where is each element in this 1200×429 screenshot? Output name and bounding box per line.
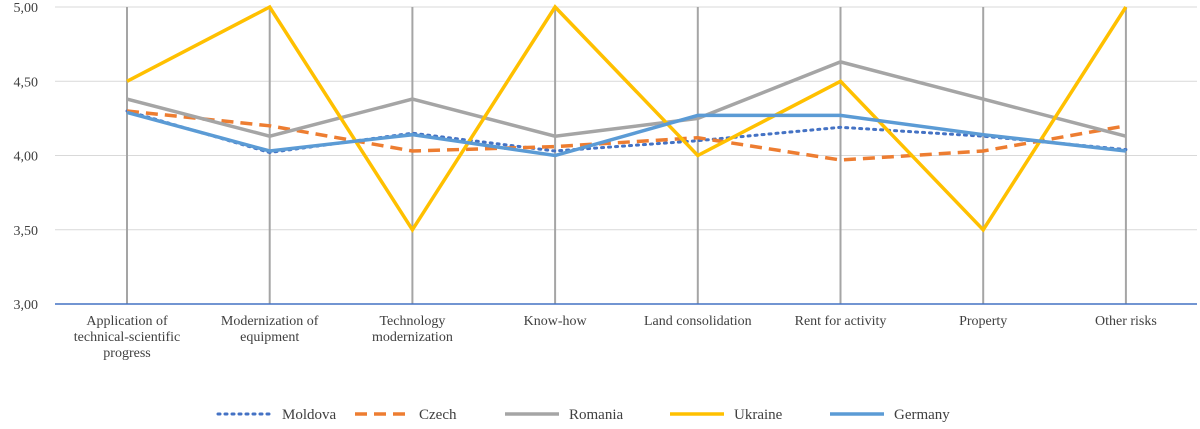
y-tick-label: 5,00	[14, 1, 39, 16]
series-line-ukraine	[126, 4, 1128, 234]
series-line-czech	[126, 109, 1127, 162]
legend: Moldova Czech Romania Ukraine Germany	[216, 407, 950, 423]
y-tick-label: 4,50	[14, 75, 39, 90]
y-tick-label: 3,50	[14, 224, 39, 239]
x-axis-tick-labels: Application of technical-scientific progre…	[74, 314, 1157, 361]
x-tick-label: Technology modernization	[372, 314, 453, 345]
legend-label-germany: Germany	[894, 407, 950, 423]
y-axis-tick-labels: 3,00 3,50 4,00 4,50 5,00	[14, 1, 39, 313]
series-lines	[125, 4, 1128, 234]
x-tick-label: Land consolidation	[644, 314, 752, 329]
legend-label-czech: Czech	[419, 407, 457, 423]
x-tick-label: Other risks	[1095, 314, 1157, 329]
legend-label-moldova: Moldova	[282, 407, 337, 423]
legend-label-romania: Romania	[569, 407, 623, 423]
x-tick-label: Rent for activity	[795, 314, 887, 329]
x-tick-label: Modernization of equipment	[221, 314, 319, 345]
legend-label-ukraine: Ukraine	[734, 407, 783, 423]
x-tick-label: Application of technical-scientific progre…	[74, 314, 181, 361]
series-line-moldova	[125, 109, 1128, 155]
y-tick-label: 4,00	[14, 150, 39, 165]
x-tick-label: Property	[959, 314, 1007, 329]
y-tick-label: 3,00	[14, 298, 39, 313]
series-line-romania	[126, 60, 1127, 139]
gridlines	[55, 6, 1197, 231]
series-line-germany	[126, 110, 1127, 158]
x-tick-label: Know-how	[524, 314, 588, 329]
